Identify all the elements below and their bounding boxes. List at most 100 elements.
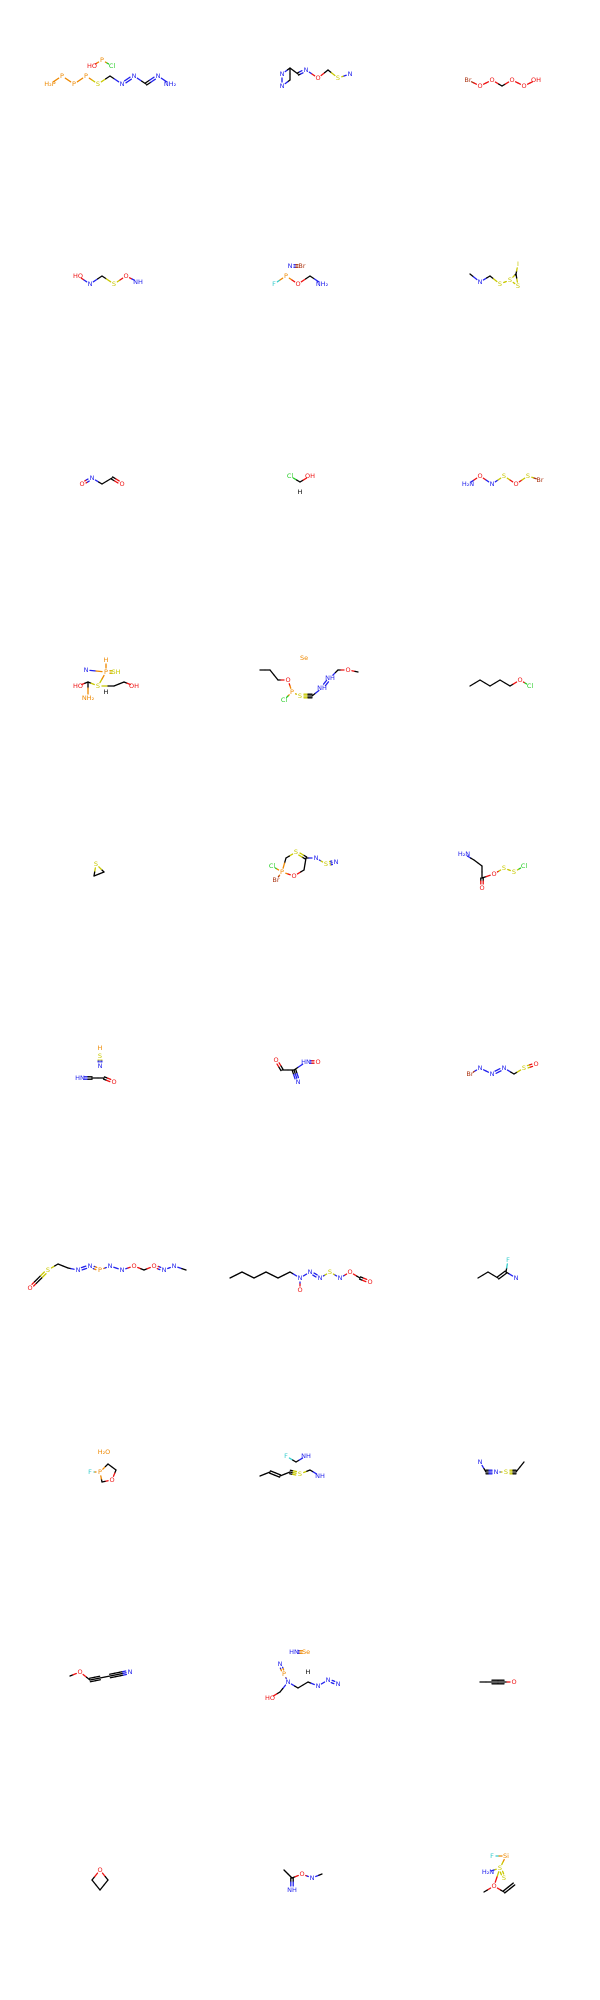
bond: [116, 277, 124, 283]
bond: [318, 859, 324, 863]
atom-label: N: [286, 1678, 291, 1686]
bond: [285, 872, 291, 876]
bond: [123, 681, 131, 686]
atom-label: S: [96, 80, 100, 88]
molecule-cell-3: Br O O O O OH: [400, 0, 600, 200]
bond: [88, 77, 96, 83]
atom-label: Cl: [527, 682, 534, 690]
bond: [309, 1060, 315, 1064]
bond: [351, 670, 359, 673]
bond: [288, 277, 296, 283]
bond: [52, 77, 60, 83]
atom-label: S: [522, 1064, 526, 1072]
bond: [487, 1271, 499, 1279]
bond: [491, 1868, 497, 1872]
bond: [103, 1266, 107, 1270]
atom-label: H: [104, 688, 109, 696]
molecule-structure: H₂O F PO: [88, 1448, 117, 1484]
bond: [144, 76, 156, 86]
atom-label: O: [297, 1286, 302, 1294]
bond: [279, 1666, 285, 1672]
bond: [342, 1273, 348, 1277]
bond: [526, 81, 534, 85]
bond: [489, 679, 501, 687]
atom-label: O: [79, 480, 84, 488]
bond: [289, 67, 299, 75]
bond: [92, 1265, 98, 1271]
atom-label: F: [272, 280, 276, 288]
bond: [483, 1887, 492, 1893]
atom-label: NH: [133, 278, 143, 286]
bond: [125, 1266, 131, 1270]
atom-label: N: [98, 1062, 103, 1070]
bond: [99, 1879, 109, 1891]
atom-label: N: [84, 666, 89, 674]
bond: [253, 1271, 267, 1279]
molecule-structure: HSN HN O: [75, 1044, 116, 1086]
bond: [507, 868, 511, 872]
bond: [113, 681, 125, 687]
molecule-structure: Cl OHH: [287, 472, 315, 496]
bond: [100, 1475, 103, 1483]
atom-label: O: [489, 76, 494, 84]
atom-label: Br: [536, 476, 543, 484]
bond: [259, 1471, 271, 1477]
atom-label: HN: [289, 1648, 299, 1656]
atom-label: N: [348, 70, 353, 78]
bond: [143, 1266, 151, 1271]
atom-label: N: [316, 1682, 321, 1690]
bond: [124, 76, 132, 84]
atom-label: S: [498, 280, 502, 288]
bond: [101, 1872, 109, 1881]
atom-label: F: [490, 1852, 494, 1860]
atom-label: N: [334, 858, 339, 866]
molecule-structure: HO N SO NH: [73, 272, 143, 288]
atom-label: S: [512, 868, 516, 876]
molecule-cell-22: H₂O F P O: [0, 1400, 200, 1600]
molecule-cell-1: H₂P P P P S N N N NH₂ HO P Cl: [0, 0, 200, 200]
bond: [515, 1461, 525, 1473]
bond: [296, 869, 305, 875]
atom-label: S: [336, 74, 340, 82]
bond: [297, 1650, 303, 1654]
molecule-structure: OS N N P N N O O N N: [27, 1262, 187, 1292]
bond: [285, 853, 294, 859]
atom-label: H₂N: [458, 850, 470, 858]
atom-label: S: [46, 1266, 50, 1274]
molecule-structure: S: [93, 860, 105, 877]
atom-label: S: [294, 848, 298, 856]
bond: [89, 669, 103, 673]
bond: [503, 280, 507, 284]
atom-label: N: [478, 278, 483, 286]
atom-label: O: [291, 872, 296, 880]
atom-label: N: [478, 1458, 483, 1466]
atom-label: O: [295, 280, 300, 288]
bond: [322, 679, 330, 687]
atom-label: O: [533, 1060, 538, 1068]
molecule-cell-28: O: [0, 1800, 200, 2000]
atom-label: N: [76, 1266, 81, 1274]
bond: [472, 1069, 478, 1073]
bond: [480, 877, 484, 885]
bond: [91, 1872, 99, 1881]
bond: [309, 275, 320, 283]
bond: [288, 1457, 297, 1463]
bond: [283, 1869, 293, 1879]
atom-label: O: [513, 480, 518, 488]
bond: [526, 1063, 534, 1069]
atom-label: Cl: [269, 862, 276, 870]
bond: [67, 1267, 75, 1270]
bond: [330, 1679, 336, 1685]
atom-label: Br: [464, 76, 471, 84]
molecule-cell-13: S: [0, 800, 200, 1000]
molecule-cell-17: O N HN O: [200, 1000, 400, 1200]
molecule-cell-9: H₂N O N S O S Br: [400, 400, 600, 600]
